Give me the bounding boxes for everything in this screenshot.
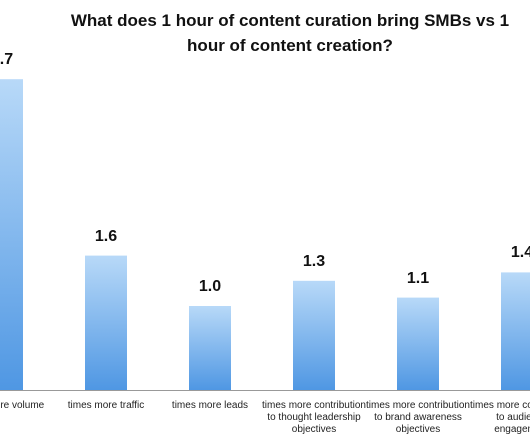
bar <box>189 306 231 390</box>
bar <box>0 79 23 390</box>
value-label: 1.4 <box>510 244 530 262</box>
chart-title: What does 1 hour of content curation bri… <box>70 11 510 55</box>
value-label: 1.3 <box>302 252 326 270</box>
bar <box>397 297 439 390</box>
x-tick-label: times more volume <box>0 400 45 411</box>
bar <box>85 255 127 390</box>
x-tick-label: times more contribution to thought leade… <box>262 400 366 435</box>
value-label: 1.1 <box>406 269 430 287</box>
value-label: 1.6 <box>94 227 118 245</box>
x-tick-label: times more leads <box>171 400 249 411</box>
x-tick-label: times more traffic <box>67 400 145 411</box>
bar <box>501 272 530 390</box>
bar <box>293 280 335 390</box>
x-tick-label: times more contribution to audience enga… <box>470 400 530 435</box>
value-label: 1.0 <box>198 278 222 295</box>
value-label: 3.7 <box>0 51 14 69</box>
x-tick-label: times more contribution to brand awarene… <box>366 400 470 435</box>
